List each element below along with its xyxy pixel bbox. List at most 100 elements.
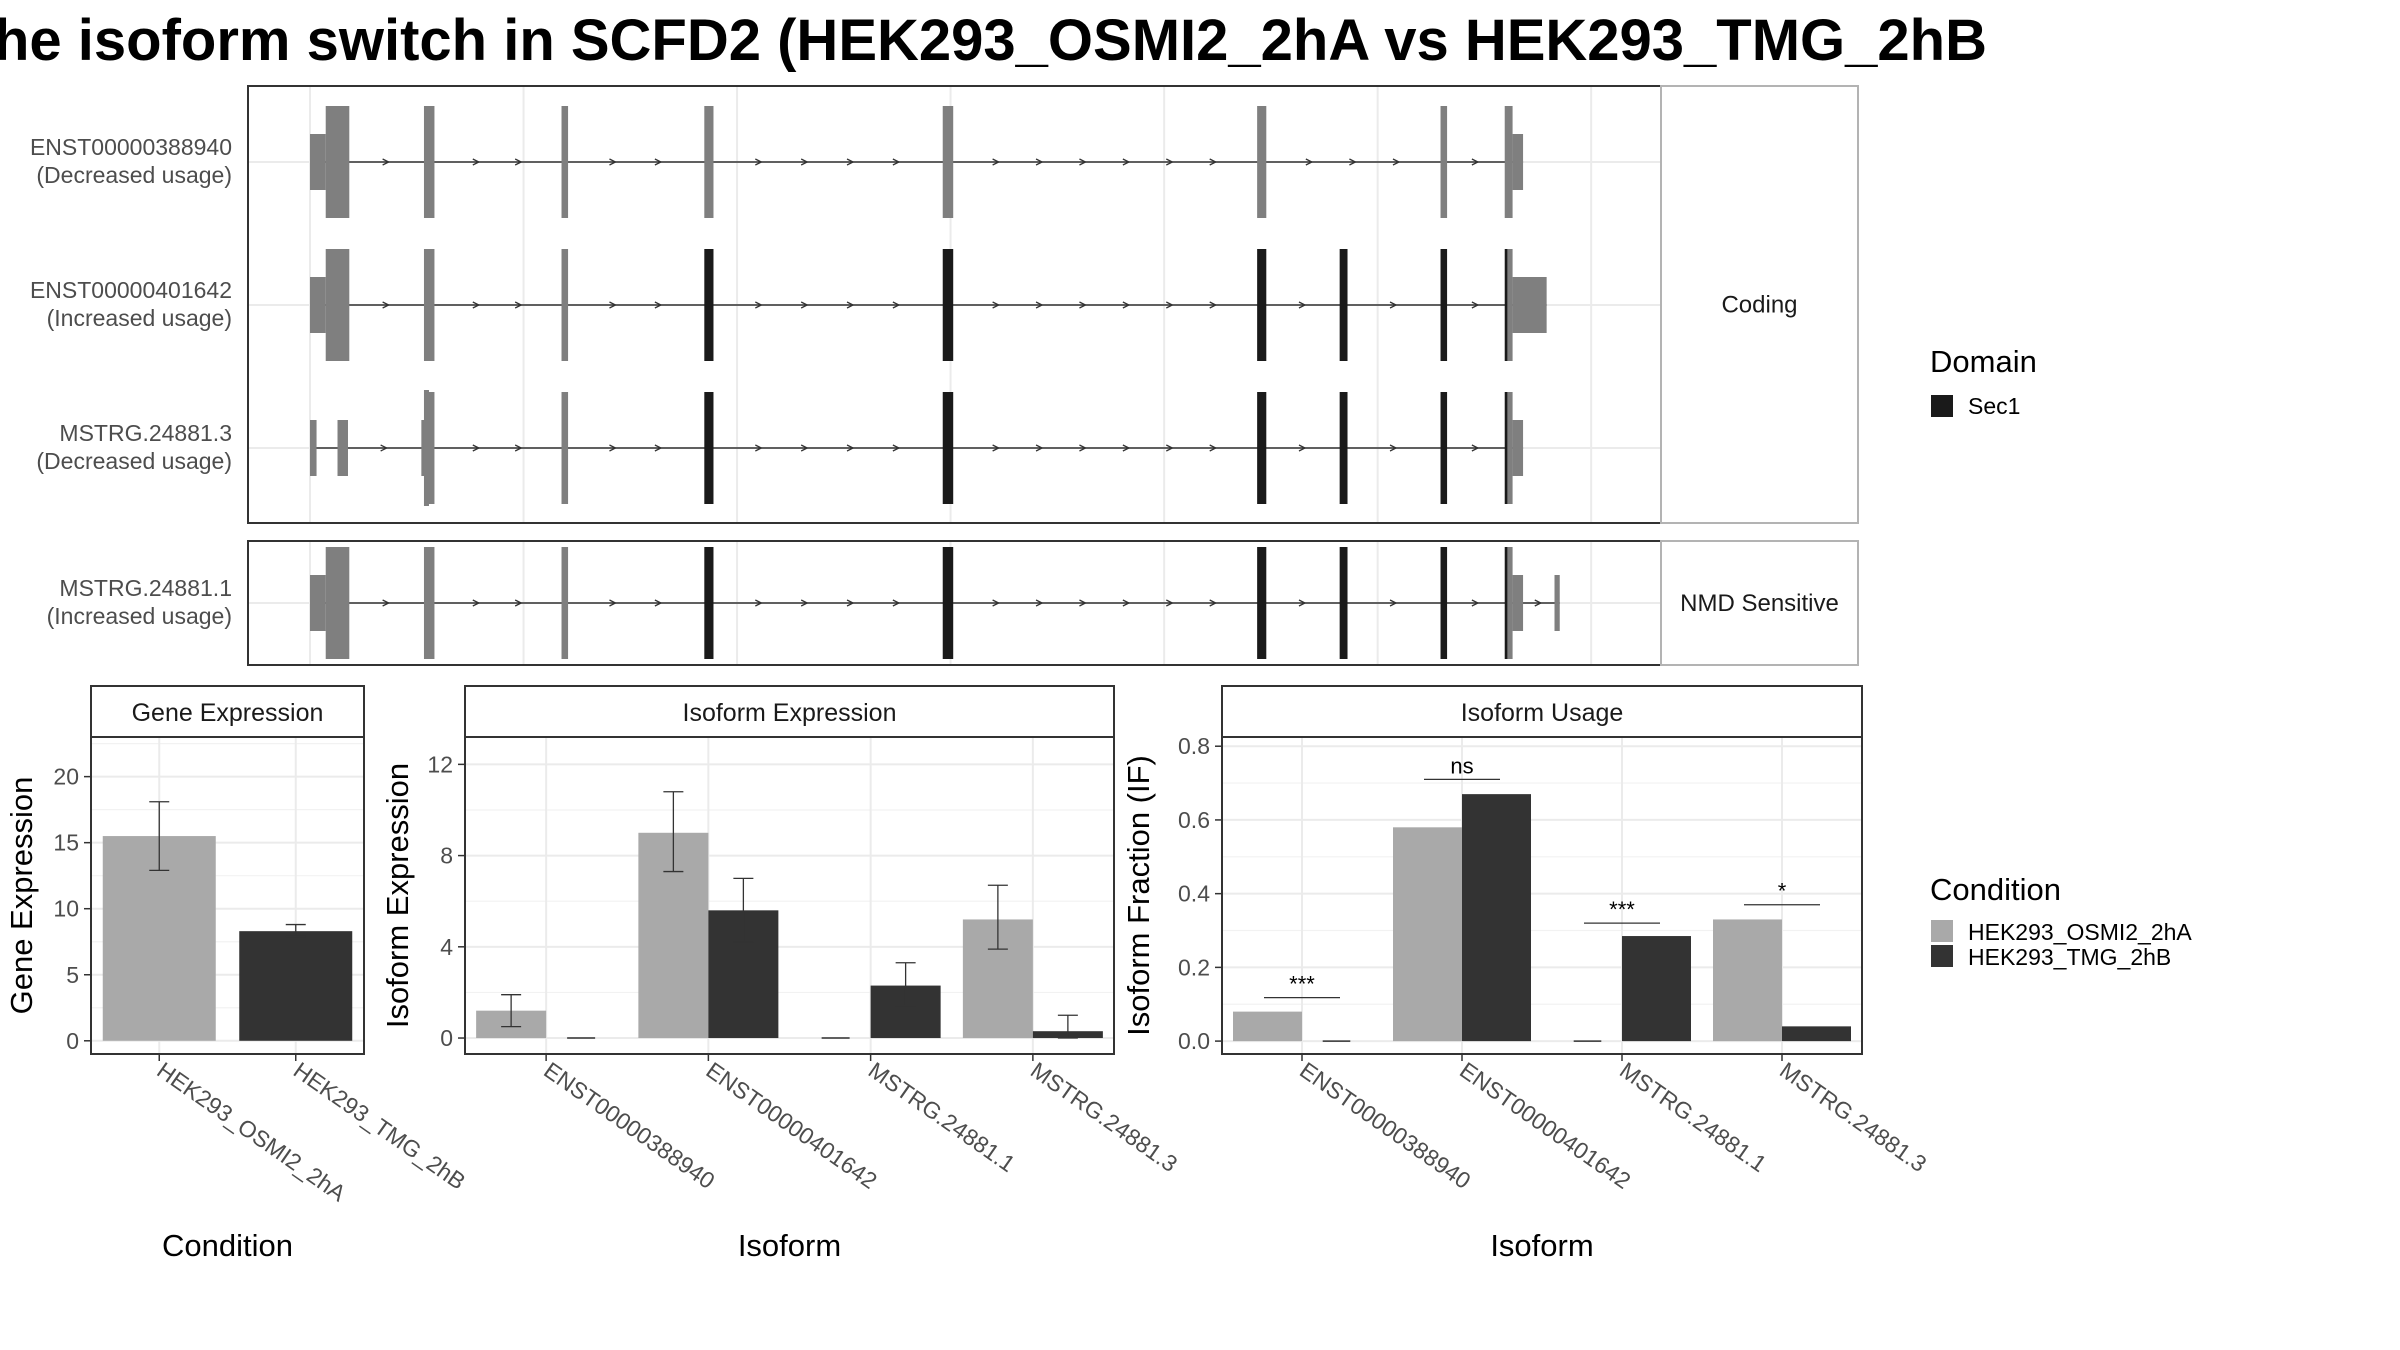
exon <box>423 390 429 506</box>
exon-domain-sec1 <box>1339 249 1348 361</box>
intron-direction-arrow <box>800 301 809 309</box>
y-tick-label: 10 <box>53 896 79 922</box>
bar <box>1713 919 1782 1042</box>
exon <box>1554 575 1560 631</box>
x-tick-label: MSTRG.24881.3 <box>1026 1057 1182 1177</box>
intron-direction-arrow <box>755 301 763 309</box>
panel-border <box>464 736 1115 1055</box>
transcript-usage-label: (Decreased usage) <box>36 448 232 474</box>
exon <box>561 106 569 218</box>
exon <box>310 420 317 476</box>
intron-direction-arrow <box>892 158 901 166</box>
exon-domain-sec1 <box>1257 547 1267 659</box>
facet-strip-label: NMD Sensitive <box>1680 590 1839 617</box>
exon-domain-sec1 <box>1257 249 1267 361</box>
intron-direction-arrow <box>654 158 663 166</box>
exon <box>1512 575 1524 631</box>
domain-legend-title: Domain <box>1930 344 2037 379</box>
intron-direction-arrow <box>992 599 1001 607</box>
significance-label: *** <box>1609 897 1635 922</box>
exon-domain-sec1 <box>1504 249 1508 361</box>
exon-domain-sec1 <box>704 392 714 504</box>
y-tick-label: 15 <box>53 830 79 856</box>
intron-direction-arrow <box>380 444 389 452</box>
facet-strip <box>1660 85 1859 524</box>
x-axis-title: Isoform <box>1490 1228 1593 1263</box>
intron-direction-arrow <box>472 158 481 166</box>
intron-direction-arrow <box>1305 158 1314 166</box>
intron-direction-arrow <box>1389 444 1398 452</box>
intron-direction-arrow <box>1035 158 1044 166</box>
intron-direction-arrow <box>1298 444 1307 452</box>
exon <box>561 249 569 361</box>
intron-direction-arrow <box>846 301 855 309</box>
facet-strip-label: Coding <box>1721 292 1797 319</box>
exon <box>325 547 350 659</box>
y-tick-label: 12 <box>427 751 453 777</box>
panel-strip-label: Gene Expression <box>132 699 324 727</box>
exon <box>1512 420 1524 476</box>
y-tick-label: 0.0 <box>1178 1028 1210 1054</box>
transcript-id-label: ENST00000401642 <box>30 277 232 303</box>
intron-direction-arrow <box>892 444 901 452</box>
intron-direction-arrow <box>1471 301 1480 309</box>
exon <box>1512 277 1547 333</box>
intron-direction-arrow <box>382 158 391 166</box>
intron-direction-arrow <box>472 444 481 452</box>
exon-domain-sec1 <box>1339 547 1348 659</box>
exon <box>325 249 350 361</box>
exon <box>423 249 435 361</box>
intron-direction-arrow <box>755 599 763 607</box>
significance-label: ns <box>1450 753 1473 778</box>
transcript-id-label: ENST00000388940 <box>30 134 232 160</box>
exon <box>423 547 435 659</box>
bar <box>1393 827 1462 1042</box>
condition-legend-title: Condition <box>1930 872 2061 907</box>
intron-direction-arrow <box>1122 158 1131 166</box>
panel-strip <box>464 685 1115 738</box>
transcript-usage-label: (Increased usage) <box>47 603 232 629</box>
y-axis-title: Isoform Expression <box>380 763 415 1028</box>
y-tick-label: 20 <box>53 764 79 790</box>
intron-direction-arrow <box>1389 301 1398 309</box>
intron-direction-arrow <box>609 301 617 309</box>
intron-direction-arrow <box>609 158 617 166</box>
intron-direction-arrow <box>1534 599 1543 607</box>
exon <box>325 106 350 218</box>
intron-direction-arrow <box>1389 599 1398 607</box>
bar <box>1233 1011 1302 1042</box>
transcript-usage-label: (Decreased usage) <box>36 162 232 188</box>
panel-strip <box>1221 685 1863 738</box>
intron-direction-arrow <box>514 158 523 166</box>
intron-direction-arrow <box>755 158 763 166</box>
x-axis-title: Condition <box>162 1228 293 1263</box>
bar <box>239 931 353 1041</box>
x-tick-label: ENST00000388940 <box>1295 1057 1475 1194</box>
intron-direction-arrow <box>992 301 1001 309</box>
exon <box>337 420 348 476</box>
y-tick-label: 5 <box>66 962 79 988</box>
exon-domain-sec1 <box>1504 547 1508 659</box>
intron-direction-arrow <box>514 301 523 309</box>
facet-strip <box>1660 540 1859 666</box>
intron-direction-arrow <box>1471 158 1480 166</box>
exon-domain-sec1 <box>1504 392 1508 504</box>
intron-direction-arrow <box>472 599 481 607</box>
isoform-usage-chart: Isoform Usage0.00.20.40.60.8***ns****ENS… <box>1121 685 1931 1263</box>
y-tick-label: 4 <box>440 934 453 960</box>
exon <box>704 106 714 218</box>
intron-direction-arrow <box>1166 599 1174 607</box>
x-tick-label: ENST00000401642 <box>1455 1057 1635 1194</box>
exon-domain-sec1 <box>942 547 954 659</box>
intron-direction-arrow <box>755 444 763 452</box>
intron-direction-arrow <box>1035 599 1044 607</box>
exon <box>310 277 326 333</box>
intron-direction-arrow <box>609 444 617 452</box>
y-tick-label: 0.6 <box>1178 807 1210 833</box>
condition-legend-label: HEK293_TMG_2hB <box>1968 944 2171 970</box>
panel-strip-label: Isoform Expression <box>683 699 897 727</box>
intron-direction-arrow <box>1209 599 1218 607</box>
intron-direction-arrow <box>472 301 481 309</box>
exon <box>423 106 435 218</box>
